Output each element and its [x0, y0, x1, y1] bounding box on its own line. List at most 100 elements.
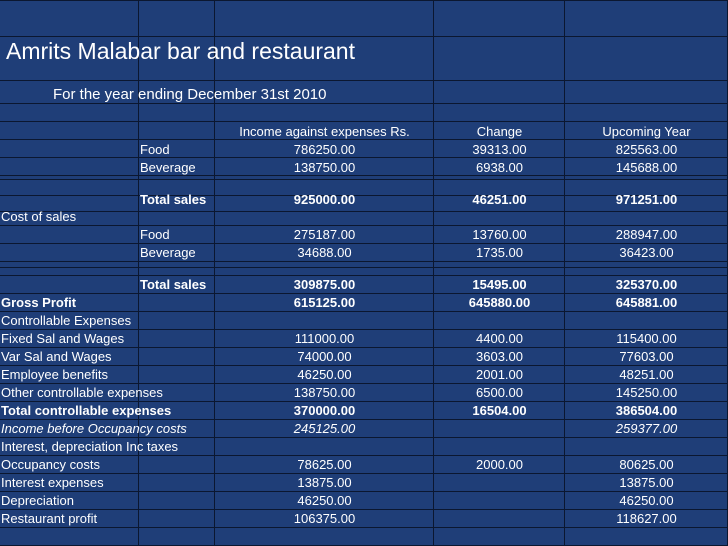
cell-change: 4400.00: [476, 331, 523, 346]
cell-upcoming: 288947.00: [615, 227, 678, 242]
cell-upcoming: 46250.00: [619, 493, 674, 508]
cell-income: 138750.00: [293, 160, 356, 175]
cell-change: 2000.00: [476, 457, 523, 472]
grid-vline: [214, 0, 215, 546]
cell-change: 16504.00: [472, 403, 527, 418]
grid-vline: [433, 0, 434, 546]
cell-change: 46251.00: [472, 192, 527, 207]
cell-income: 786250.00: [293, 142, 356, 157]
grid-hline: [0, 311, 728, 312]
row-label: Occupancy costs: [1, 457, 100, 472]
cell-income: 46250.00: [297, 367, 352, 382]
page-subtitle: For the year ending December 31st 2010: [53, 86, 327, 103]
cell-income: 245125.00: [293, 421, 356, 436]
row-label: Other controllable expenses: [1, 385, 163, 400]
grid-hline: [0, 175, 728, 176]
cell-income: 78625.00: [297, 457, 352, 472]
cell-upcoming: 48251.00: [619, 367, 674, 382]
cell-change: 6938.00: [476, 160, 523, 175]
cell-income: 370000.00: [293, 403, 356, 418]
row-label: Depreciation: [1, 493, 74, 508]
cell-upcoming: 259377.00: [615, 421, 678, 436]
grid-hline: [0, 103, 728, 104]
row-label: Employee benefits: [1, 367, 108, 382]
row-label: Restaurant profit: [1, 511, 98, 526]
row-label: Cost of sales: [1, 209, 77, 224]
cell-upcoming: 971251.00: [615, 192, 678, 207]
grid-hline: [0, 267, 728, 268]
grid-hline: [0, 195, 728, 196]
cell-income: 309875.00: [293, 277, 356, 292]
grid-hline: [0, 365, 728, 366]
cell-upcoming: 36423.00: [619, 245, 674, 260]
cell-income: 925000.00: [293, 192, 356, 207]
grid-hline: [0, 293, 728, 294]
column-header-income: Income against expenses Rs.: [239, 124, 410, 139]
column-header-upcoming: Upcoming Year: [602, 124, 691, 139]
grid-hline: [0, 329, 728, 330]
cell-income: 111000.00: [294, 331, 355, 346]
grid-hline: [0, 437, 728, 438]
cell-upcoming: 645881.00: [615, 295, 678, 310]
cell-change: 13760.00: [472, 227, 527, 242]
cell-income: 13875.00: [297, 475, 352, 490]
row-sublabel: Food: [140, 227, 170, 242]
row-label: Fixed Sal and Wages: [1, 331, 125, 346]
cell-change: 15495.00: [472, 277, 527, 292]
cell-upcoming: 118627.00: [616, 511, 677, 526]
grid-hline: [0, 419, 728, 420]
grid-hline: [0, 243, 728, 244]
row-label: Var Sal and Wages: [1, 349, 112, 364]
row-sublabel: Total sales: [140, 192, 207, 207]
cell-upcoming: 386504.00: [615, 403, 678, 418]
grid-hline: [0, 401, 728, 402]
grid-hline: [0, 80, 728, 81]
row-sublabel: Beverage: [140, 160, 196, 175]
cell-change: 6500.00: [476, 385, 523, 400]
grid-hline: [0, 509, 728, 510]
row-label: Controllable Expenses: [1, 313, 132, 328]
cell-upcoming: 145250.00: [615, 385, 678, 400]
grid-hline: [0, 455, 728, 456]
cell-income: 46250.00: [297, 493, 352, 508]
grid-hline: [0, 157, 728, 158]
cell-income: 74000.00: [297, 349, 352, 364]
row-label: Interest, depreciation Inc taxes: [1, 439, 179, 454]
cell-income: 106375.00: [293, 511, 356, 526]
row-sublabel: Food: [140, 142, 170, 157]
column-header-change: Change: [476, 124, 523, 139]
row-label: Income before Occupancy costs: [1, 421, 187, 436]
grid-hline: [0, 275, 728, 276]
grid-hline: [0, 36, 728, 37]
cell-change: 2001.00: [476, 367, 523, 382]
grid-hline: [0, 0, 728, 1]
row-sublabel: Total sales: [140, 277, 207, 292]
cell-upcoming: 77603.00: [619, 349, 674, 364]
grid-hline: [0, 211, 728, 212]
cell-change: 39313.00: [472, 142, 527, 157]
cell-upcoming: 325370.00: [615, 277, 678, 292]
grid-hline: [0, 139, 728, 140]
row-label: Interest expenses: [1, 475, 104, 490]
grid-hline: [0, 527, 728, 528]
grid-hline: [0, 383, 728, 384]
row-label: Total controllable expenses: [1, 403, 172, 418]
cell-upcoming: 80625.00: [619, 457, 674, 472]
cell-income: 615125.00: [293, 295, 356, 310]
cell-change: 1735.00: [476, 245, 523, 260]
grid-hline: [0, 225, 728, 226]
grid-hline: [0, 261, 728, 262]
cell-income: 138750.00: [293, 385, 356, 400]
cell-upcoming: 115400.00: [616, 331, 677, 346]
cell-income: 34688.00: [297, 245, 352, 260]
cell-upcoming: 13875.00: [619, 475, 674, 490]
cell-income: 275187.00: [293, 227, 356, 242]
grid-vline: [564, 0, 565, 546]
grid-hline: [0, 491, 728, 492]
grid-vline: [138, 0, 139, 546]
grid-hline: [0, 121, 728, 122]
grid-hline: [0, 179, 728, 180]
grid-hline: [0, 347, 728, 348]
cell-change: 3603.00: [476, 349, 523, 364]
